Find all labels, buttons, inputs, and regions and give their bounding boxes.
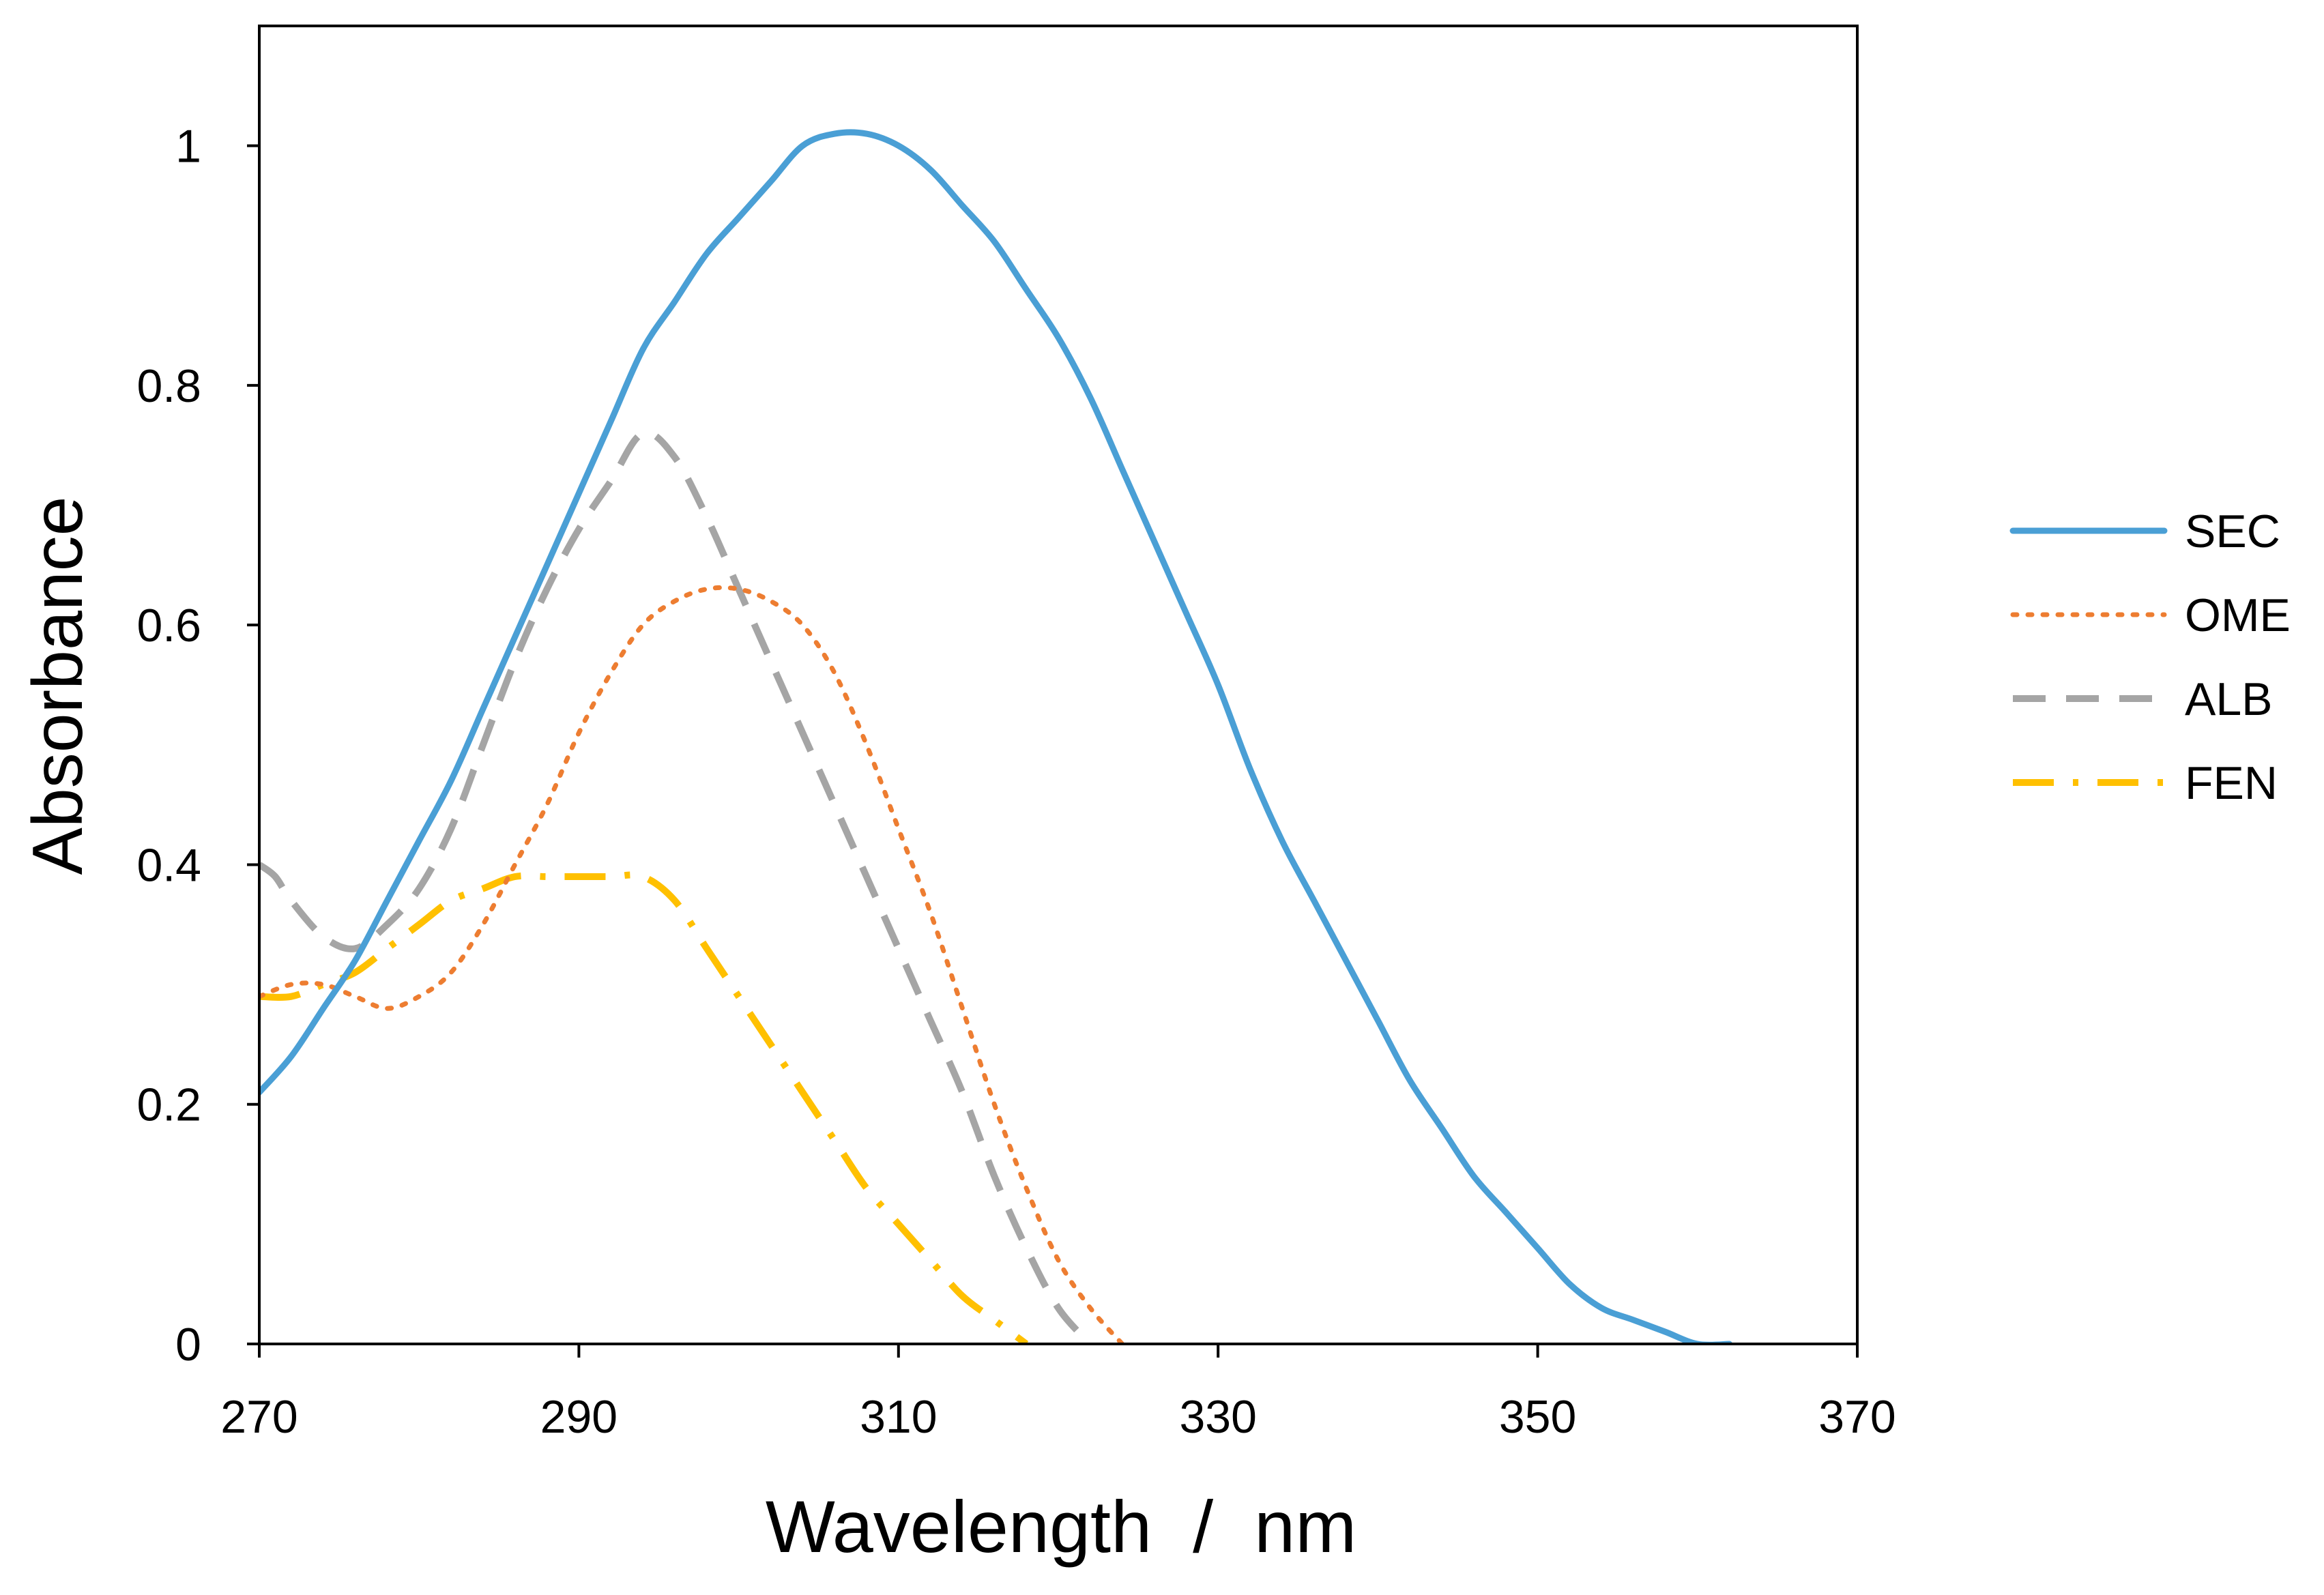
- series-line-sec: [259, 129, 1733, 1344]
- legend-label: FEN: [2185, 757, 2278, 809]
- x-axis-title: Wavelength / nm: [766, 1485, 1356, 1568]
- x-tick-label: 330: [1179, 1391, 1256, 1443]
- plot-layer: [259, 129, 1733, 1344]
- y-tick-label: 0.6: [136, 600, 201, 652]
- legend-item-fen: FEN: [2013, 757, 2278, 809]
- legend-item-ome: OME: [2010, 589, 2291, 641]
- legend-label: SEC: [2185, 506, 2280, 557]
- y-tick-label: 0.4: [136, 839, 201, 891]
- series-line-fen: [259, 871, 1029, 1344]
- legend-label: OME: [2185, 589, 2291, 641]
- legend-item-sec: SEC: [2009, 506, 2280, 557]
- legend-item-alb: ALB: [2013, 673, 2273, 725]
- series-line-ome: [259, 585, 1125, 1344]
- y-tick-label: 0: [175, 1319, 201, 1371]
- y-tick-label: 0.2: [136, 1079, 201, 1131]
- x-tick-label: 270: [220, 1391, 297, 1443]
- series-line-alb: [259, 429, 1093, 1344]
- axes-layer: 0 0.2 0.4 0.6 0.8 1 270 290 310 330 350 370: [136, 25, 1896, 1443]
- y-tick-label: 0.8: [136, 360, 201, 412]
- x-tick-label: 370: [1818, 1391, 1895, 1443]
- x-tick-label: 350: [1499, 1391, 1576, 1443]
- y-axis-title: Absorbance: [18, 496, 98, 875]
- plot-frame: [258, 25, 1859, 1345]
- y-tick-label: 1: [175, 121, 201, 173]
- x-tick-label: 310: [860, 1391, 937, 1443]
- legend-label: ALB: [2185, 673, 2273, 725]
- legend: SEC OME ALB FEN: [2009, 506, 2291, 809]
- x-tick-label: 290: [540, 1391, 618, 1443]
